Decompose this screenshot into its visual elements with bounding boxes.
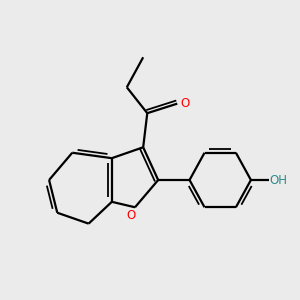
Text: O: O [180, 97, 189, 110]
Text: OH: OH [269, 173, 287, 187]
Text: O: O [126, 209, 136, 222]
